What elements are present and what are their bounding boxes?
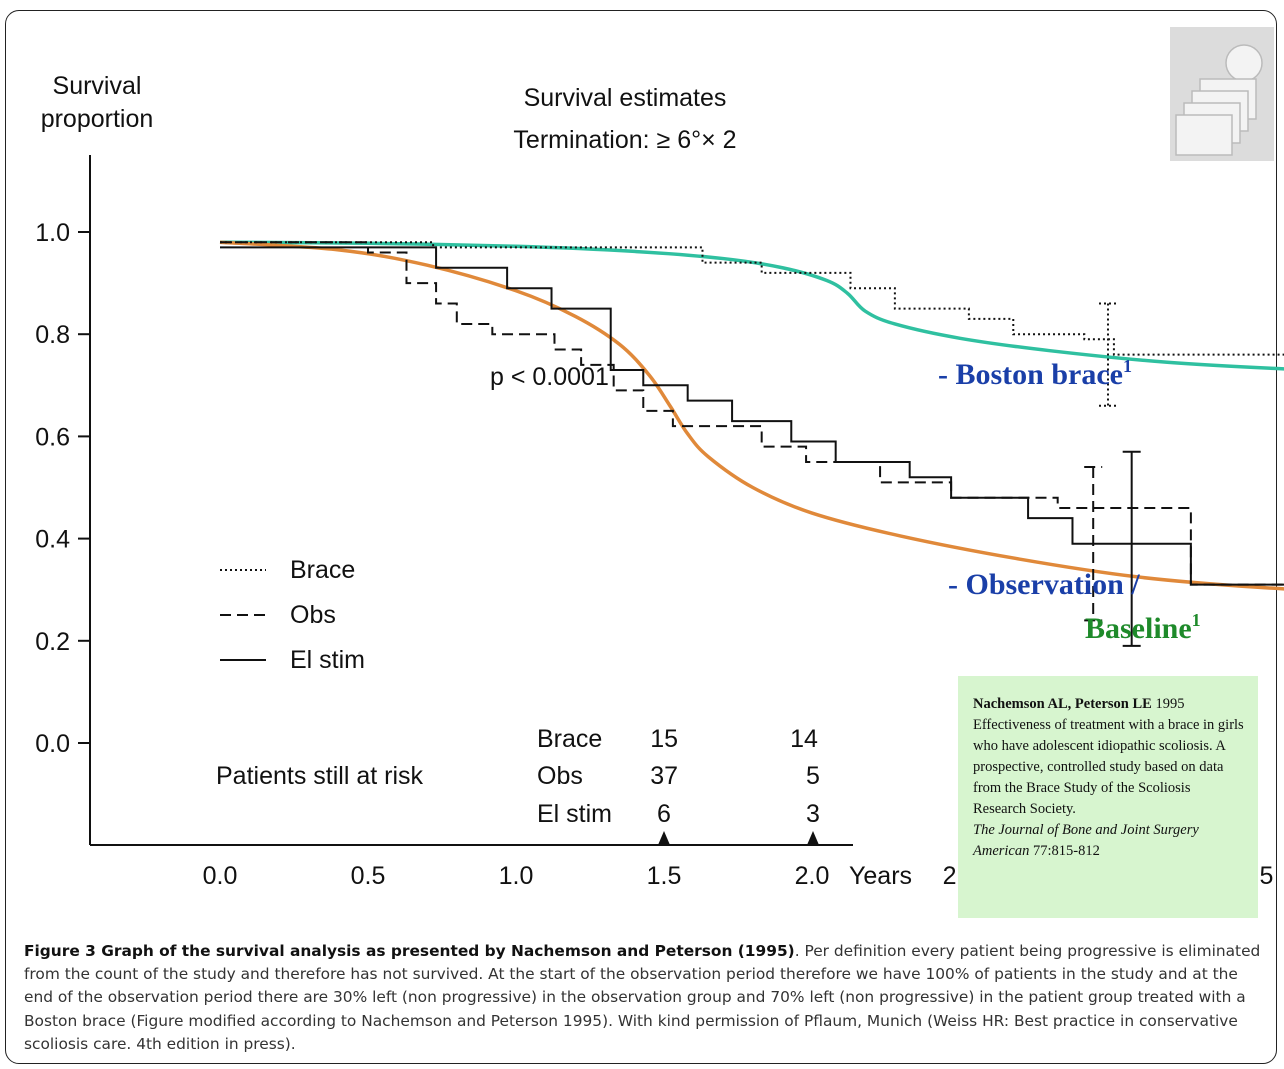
figure-caption: Figure 3 Graph of the survival analysis … bbox=[24, 940, 1264, 1056]
error-bar-brace bbox=[1099, 302, 1117, 407]
y-axis-label-line2: proportion bbox=[41, 105, 154, 133]
risk-brace-4: 14 bbox=[790, 725, 818, 753]
slides-stack-icon[interactable] bbox=[1170, 27, 1274, 161]
x-axis-label: Years bbox=[849, 862, 912, 890]
x-tick-label: 1.0 bbox=[499, 862, 534, 890]
citation-authors: Nachemson AL, Peterson LE bbox=[973, 696, 1152, 712]
citation-journal: The Journal of Bone and Joint Surgery Am… bbox=[973, 822, 1199, 859]
baseline-superscript: 1 bbox=[1192, 610, 1201, 630]
legend-label-el-stim: El stim bbox=[290, 646, 365, 674]
risk-table-heading: Patients still at risk bbox=[216, 762, 424, 790]
citation-body: Effectiveness of treatment with a brace … bbox=[973, 717, 1244, 817]
fitted-curves bbox=[219, 240, 1284, 591]
p-value-label: p < 0.0001 bbox=[490, 363, 609, 391]
risk-row-label-obs: Obs bbox=[537, 762, 583, 790]
risk-el-stim-4: 3 bbox=[806, 800, 820, 828]
boston-brace-superscript: 1 bbox=[1123, 356, 1132, 376]
risk-obs-3: 37 bbox=[650, 762, 678, 790]
y-tick-label: 1.0 bbox=[35, 219, 70, 247]
chart-subtitle: Termination: ≥ 6°× 2 bbox=[513, 126, 736, 154]
fit-curve-boston-brace bbox=[219, 240, 1284, 371]
risk-marker-4 bbox=[807, 831, 819, 845]
risk-el-stim-3: 6 bbox=[657, 800, 671, 828]
citation-box: Nachemson AL, Peterson LE 1995 Effective… bbox=[958, 676, 1258, 918]
x-tick-label: 1.5 bbox=[647, 862, 682, 890]
y-ticks: 1.0 0.8 0.6 0.4 0.2 0.0 bbox=[35, 219, 90, 758]
figure-frame bbox=[5, 10, 1277, 1064]
baseline-label: Baseline bbox=[1085, 612, 1192, 645]
y-tick-label: 0.6 bbox=[35, 423, 70, 451]
series-el-stim bbox=[220, 246, 1284, 586]
y-axis-label-line1: Survival bbox=[53, 72, 142, 100]
observation-label: - Observation / bbox=[948, 568, 1140, 601]
boston-brace-annotation: - Boston brace1 bbox=[938, 356, 1132, 391]
y-tick-label: 0.0 bbox=[35, 730, 70, 758]
x-tick-label: 2.0 bbox=[795, 862, 830, 890]
baseline-annotation: Baseline1 bbox=[1085, 610, 1201, 645]
x-tick-label: 0.0 bbox=[203, 862, 238, 890]
citation-year: 1995 bbox=[1151, 696, 1185, 712]
caption-body: . Per definition every patient being pro… bbox=[24, 942, 1261, 1053]
risk-row-label-el-stim: El stim bbox=[537, 800, 612, 828]
x-tick-label: 0.5 bbox=[351, 862, 386, 890]
risk-marker-3 bbox=[658, 831, 670, 845]
legend: Brace Obs El stim bbox=[220, 556, 365, 674]
fit-curve-observation-baseline bbox=[219, 240, 1284, 591]
risk-row-label-brace: Brace bbox=[537, 725, 602, 753]
error-bar-el-stim bbox=[1122, 450, 1141, 647]
caption-title: Figure 3 Graph of the survival analysis … bbox=[24, 942, 795, 960]
legend-label-obs: Obs bbox=[290, 601, 336, 629]
risk-table: Patients still at risk Brace Obs El stim… bbox=[216, 725, 820, 828]
y-tick-label: 0.8 bbox=[35, 321, 70, 349]
error-bar-obs bbox=[1084, 466, 1103, 622]
chart-title: Survival estimates bbox=[524, 84, 727, 112]
data-series bbox=[220, 241, 1284, 586]
series-obs bbox=[220, 241, 1284, 586]
y-tick-label: 0.4 bbox=[35, 526, 70, 554]
error-bars bbox=[1084, 302, 1141, 647]
risk-brace-3: 15 bbox=[650, 725, 678, 753]
y-tick-label: 0.2 bbox=[35, 628, 70, 656]
boston-brace-label: - Boston brace bbox=[938, 358, 1123, 391]
series-brace bbox=[220, 241, 1284, 356]
survival-chart: Survival proportion Survival estimates T… bbox=[35, 72, 1284, 890]
legend-label-brace: Brace bbox=[290, 556, 355, 584]
risk-tick-markers bbox=[658, 831, 819, 845]
citation-pages: 77:815-812 bbox=[1029, 843, 1100, 859]
risk-obs-4: 5 bbox=[806, 762, 820, 790]
